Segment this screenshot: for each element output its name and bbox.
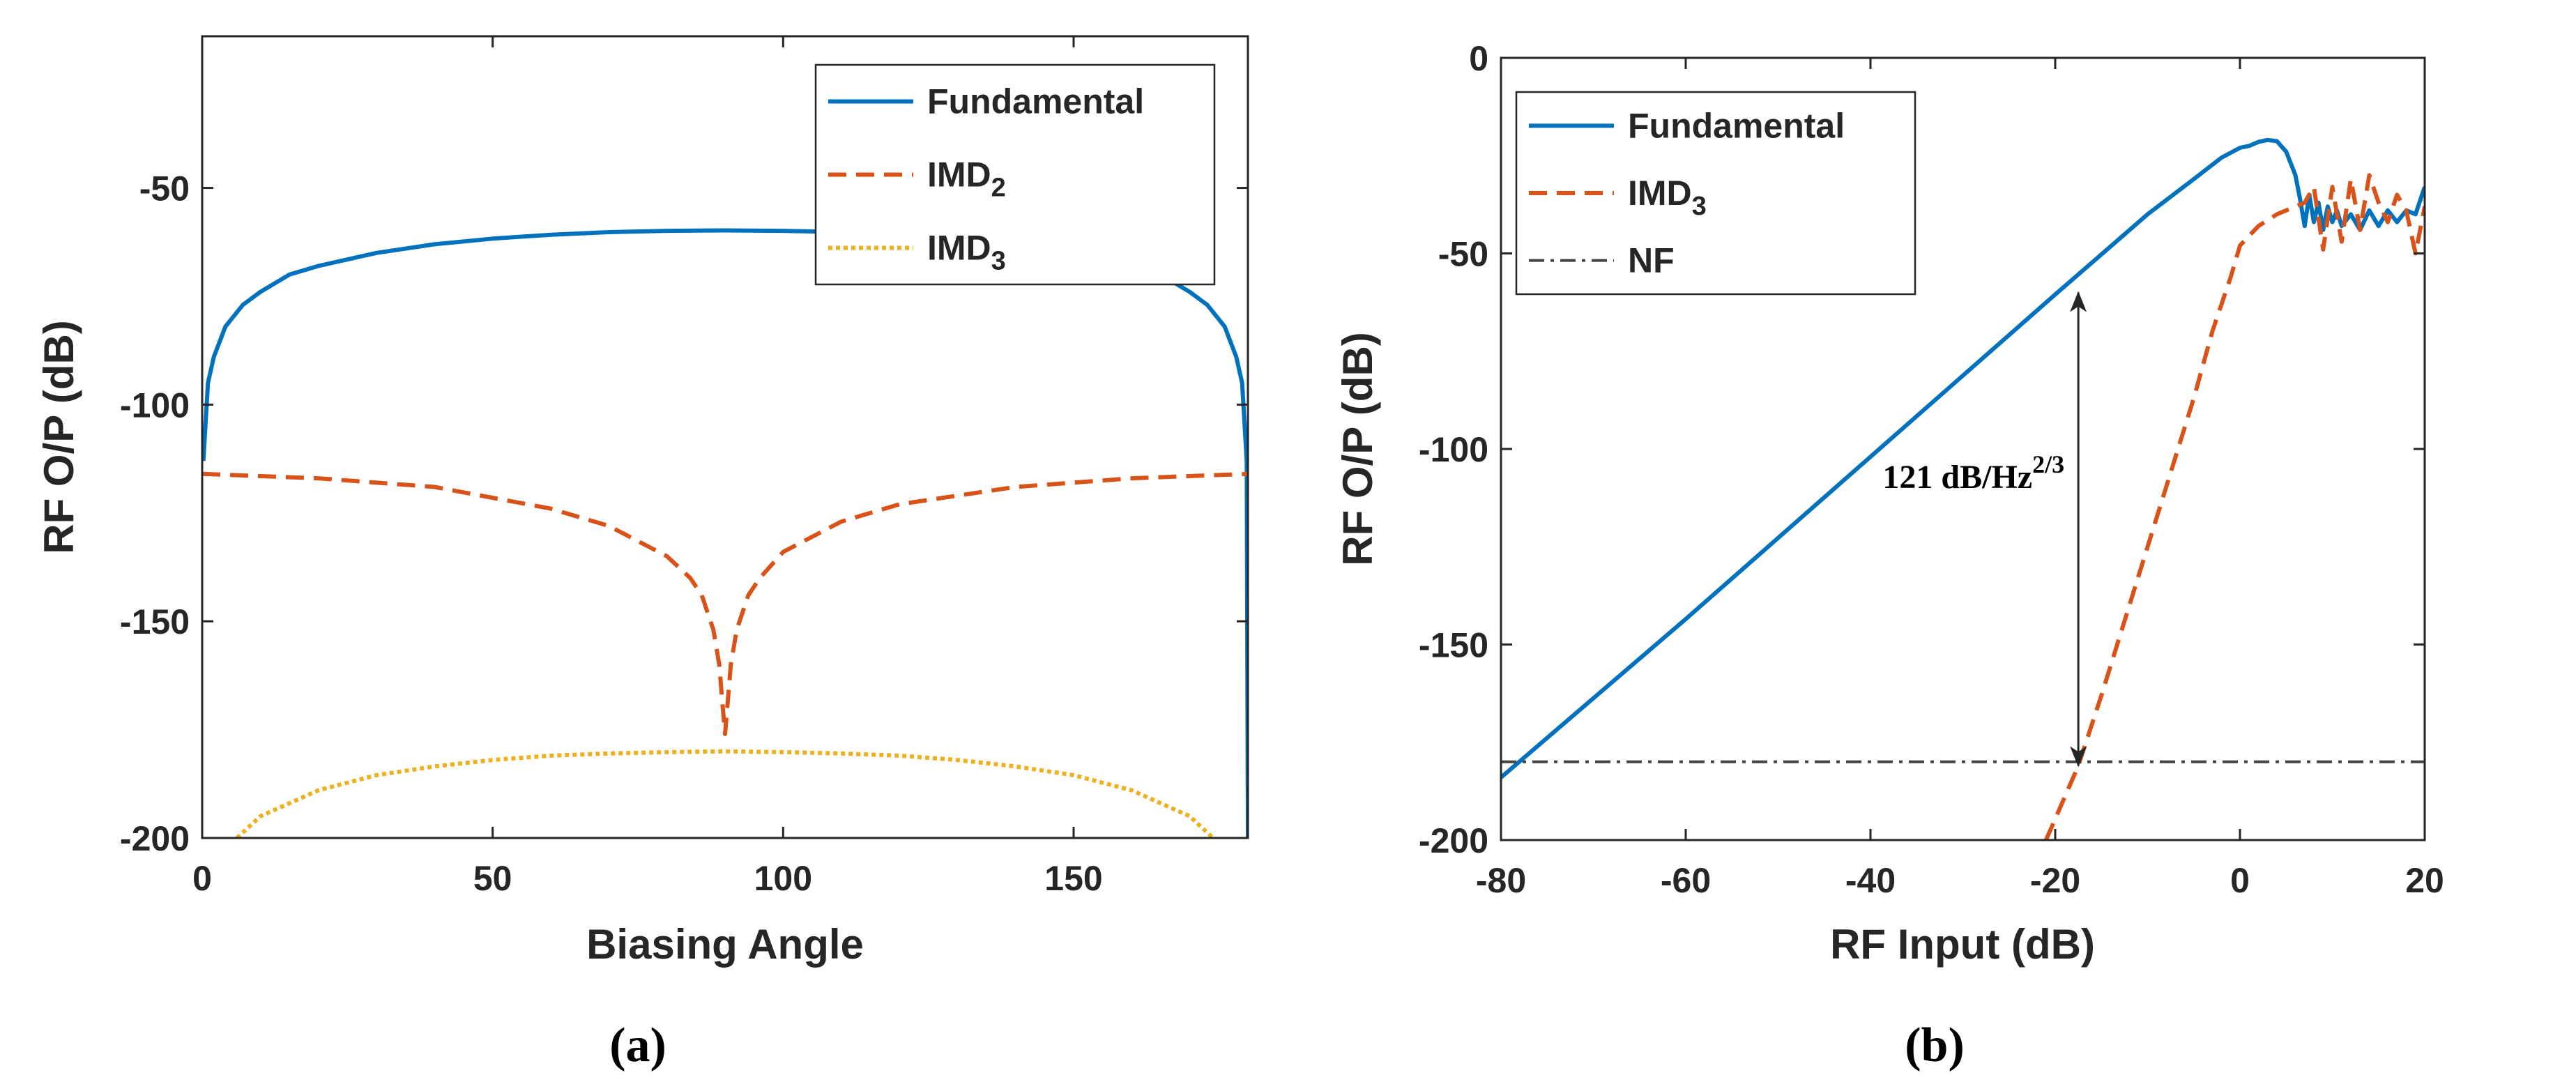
chart-b-x-tick-label: 20 — [2405, 861, 2444, 900]
chart-a-legend-label: Fundamental — [927, 82, 1144, 121]
chart-a-series-2-line — [202, 471, 1248, 736]
chart-a-x-axis-label: Biasing Angle — [586, 921, 864, 968]
chart-a-y-tick-label: -50 — [139, 169, 190, 208]
chart-a-series-1-line — [202, 228, 1248, 838]
chart-b-x-tick-label: -20 — [2030, 861, 2080, 900]
chart-a: 0 50 100 150 -200 -150 -100 -50 Biasing Angle R… — [36, 35, 1249, 1072]
chart-a-y-tick-label: -100 — [120, 386, 190, 425]
chart-b: -80 -60 -40 -20 0 20-200-150-100-500 121 dB/H… — [1334, 39, 2444, 1072]
chart-a-ticks: 0 50 100 150 -200 -150 -100 -50 — [120, 36, 1248, 898]
chart-a-series-layer — [202, 228, 1248, 838]
chart-b-x-axis-label: RF Input (dB) — [1830, 921, 2095, 968]
chart-b-annotation: 121 dB/Hz2/3 — [1882, 291, 2087, 768]
chart-a-x-tick-label: 0 — [192, 859, 212, 898]
chart-b-y-tick-label: 0 — [1469, 39, 1488, 78]
chart-b-y-tick-label: -200 — [1419, 821, 1488, 860]
chart-a-series-3-line — [235, 749, 1215, 838]
chart-a-x-tick-label: 100 — [754, 859, 812, 898]
chart-b-y-tick-label: -50 — [1438, 235, 1488, 274]
chart-b-x-tick-label: 0 — [2230, 861, 2250, 900]
chart-b-ticks: -80 -60 -40 -20 0 20-200-150-100-500 — [1419, 39, 2444, 900]
chart-b-caption: (b) — [1905, 1019, 1965, 1072]
chart-b-x-tick-label: -80 — [1476, 861, 1526, 900]
chart-b-legend-label: NF — [1628, 241, 1675, 280]
chart-a-caption: (a) — [609, 1019, 666, 1072]
chart-b-y-axis-label: RF O/P (dB) — [1334, 332, 1381, 566]
chart-b-y-tick-label: -100 — [1419, 430, 1488, 469]
chart-a-x-tick-label: 150 — [1044, 859, 1102, 898]
chart-b-x-tick-label: -60 — [1661, 861, 1711, 900]
chart-a-plot-frame — [201, 35, 1249, 839]
chart-b-x-tick-label: -40 — [1845, 861, 1896, 900]
chart-a-x-tick-label: 50 — [473, 859, 512, 898]
chart-b-series-layer — [1501, 137, 2425, 840]
chart-a-y-tick-label: -200 — [120, 819, 190, 858]
chart-a-y-tick-label: -150 — [120, 602, 190, 641]
chart-b-legend-label: Fundamental — [1628, 106, 1845, 145]
chart-b-series-2-line — [2044, 173, 2425, 840]
chart-b-annotation-text: 121 dB/Hz2/3 — [1882, 450, 2064, 496]
chart-b-y-tick-label: -150 — [1419, 626, 1488, 665]
chart-a-y-axis-label: RF O/P (dB) — [36, 320, 82, 554]
